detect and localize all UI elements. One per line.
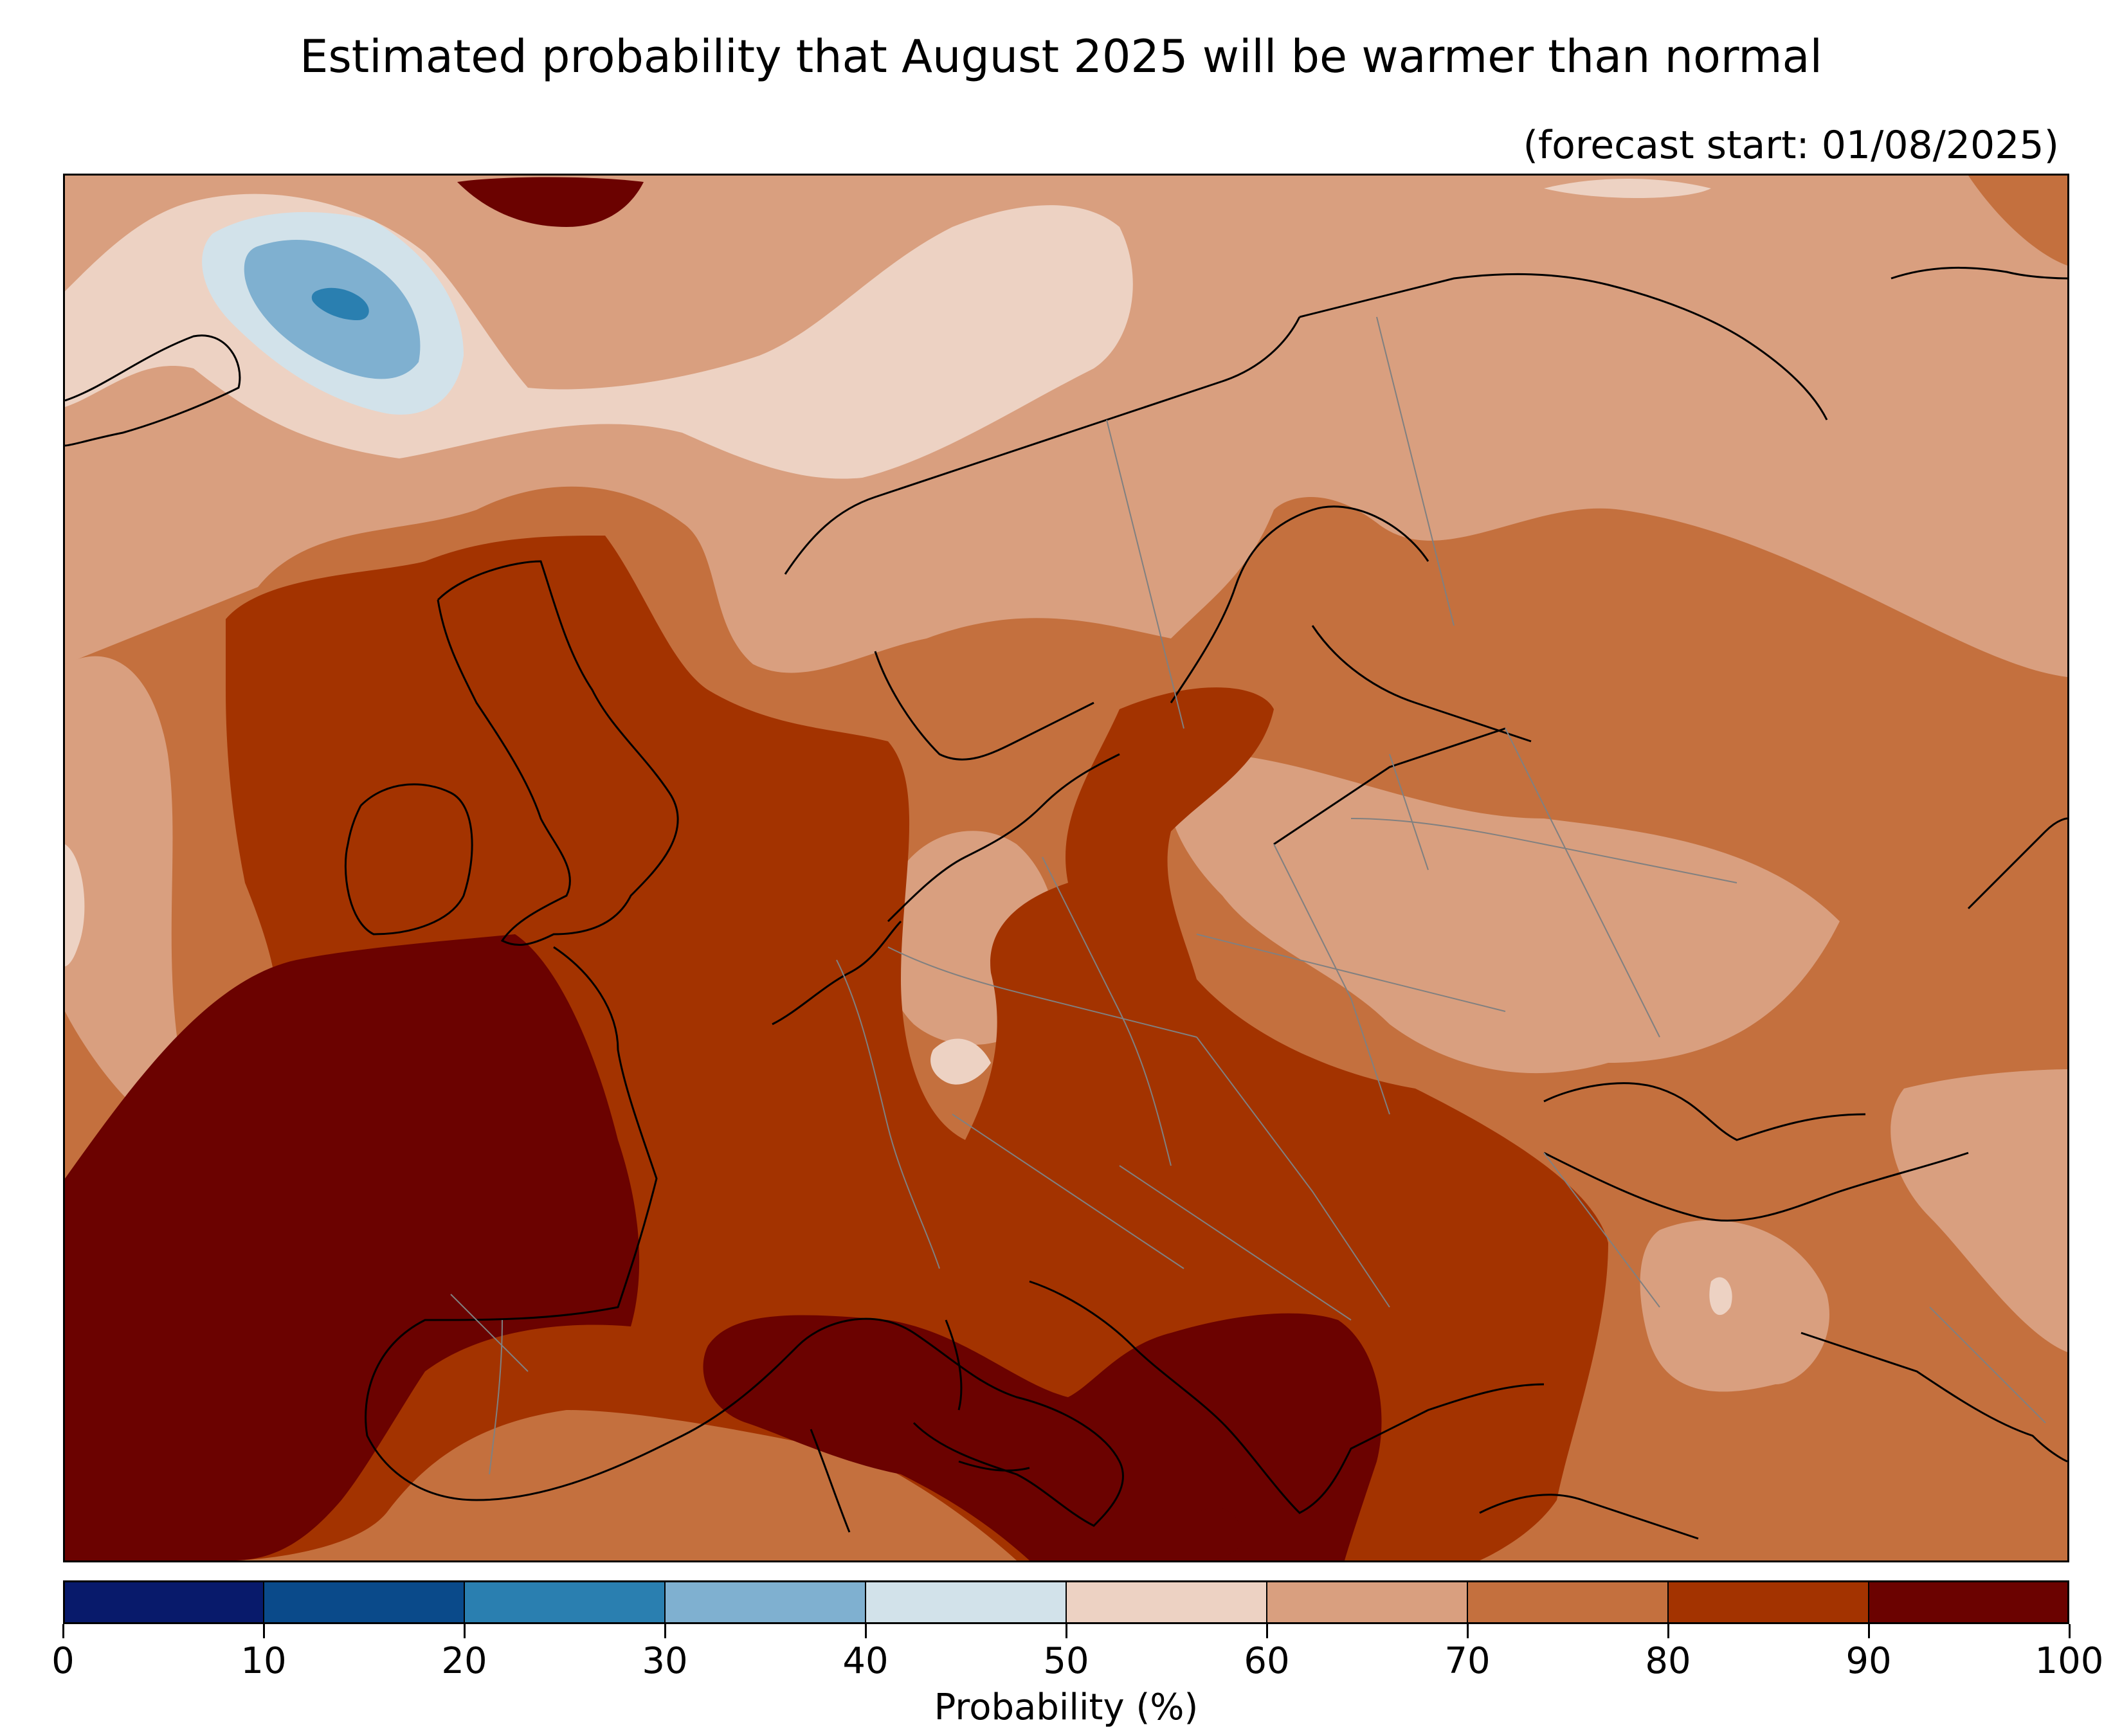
band-60-70 bbox=[65, 656, 183, 1114]
band-90-100 bbox=[65, 934, 640, 1560]
colorbar-tick-label: 40 bbox=[842, 1640, 889, 1682]
colorbar-tick-label: 100 bbox=[2035, 1640, 2104, 1682]
colorbar-tick bbox=[463, 1624, 466, 1638]
band-60-70 bbox=[65, 176, 2067, 677]
colorbar-bin-80-90 bbox=[1668, 1580, 1869, 1624]
colorbar-tick-label: 20 bbox=[441, 1640, 487, 1682]
colorbar-tick-label: 60 bbox=[1244, 1640, 1290, 1682]
colorbar-tick bbox=[1265, 1624, 1268, 1638]
band-50-60 bbox=[1709, 1277, 1732, 1316]
band-60-70 bbox=[1640, 1220, 1829, 1392]
colorbar-bin-70-80 bbox=[1467, 1580, 1669, 1624]
band-90-100 bbox=[1197, 1508, 1242, 1560]
band-90-100 bbox=[703, 1313, 1382, 1560]
colorbar-tick bbox=[2068, 1624, 2071, 1638]
colorbar-bin-20-30 bbox=[464, 1580, 666, 1624]
colorbar-tick-label: 30 bbox=[642, 1640, 688, 1682]
colorbar-tick-label: 70 bbox=[1444, 1640, 1491, 1682]
colorbar-bin-0-10 bbox=[63, 1580, 264, 1624]
colorbar-label: Probability (%) bbox=[934, 1686, 1199, 1728]
colorbar-bin-40-50 bbox=[866, 1580, 1067, 1624]
band-60-70 bbox=[1891, 1069, 2067, 1352]
colorbar-tick bbox=[1065, 1624, 1067, 1638]
colorbar-tick bbox=[62, 1624, 64, 1638]
band-50-60 bbox=[65, 844, 85, 966]
band-50-60 bbox=[930, 1038, 991, 1085]
colorbar bbox=[63, 1580, 2069, 1624]
forecast-start-subtitle: (forecast start: 01/08/2025) bbox=[1523, 123, 2059, 168]
colorbar-tick bbox=[1667, 1624, 1669, 1638]
colorbar-bin-10-20 bbox=[264, 1580, 465, 1624]
colorbar-tick-label: 50 bbox=[1043, 1640, 1089, 1682]
colorbar-bin-30-40 bbox=[665, 1580, 866, 1624]
colorbar-bin-90-100 bbox=[1869, 1580, 2069, 1624]
colorbar-tick bbox=[664, 1624, 666, 1638]
colorbar-tick-label: 80 bbox=[1645, 1640, 1691, 1682]
colorbar-tick-label: 0 bbox=[51, 1640, 75, 1682]
colorbar-tick bbox=[1867, 1624, 1870, 1638]
colorbar-border bbox=[63, 1580, 2069, 1624]
map-title: Estimated probability that August 2025 w… bbox=[300, 30, 1822, 83]
band-90-100 bbox=[457, 177, 644, 227]
probability-map bbox=[63, 174, 2069, 1562]
band-50-60 bbox=[1544, 179, 1711, 198]
band-60-70 bbox=[1166, 752, 1840, 1074]
map-canvas bbox=[65, 176, 2067, 1560]
coastlines bbox=[65, 266, 2067, 1540]
colorbar-tick bbox=[262, 1624, 265, 1638]
band-20-30 bbox=[311, 287, 369, 320]
country-borders bbox=[450, 316, 2046, 1475]
colorbar-tick bbox=[864, 1624, 867, 1638]
colorbar-bin-50-60 bbox=[1066, 1580, 1267, 1624]
colorbar-tick bbox=[1466, 1624, 1469, 1638]
colorbar-tick-label: 10 bbox=[240, 1640, 287, 1682]
band-70-80 bbox=[1968, 176, 2067, 266]
colorbar-tick-label: 90 bbox=[1845, 1640, 1892, 1682]
colorbar-bin-60-70 bbox=[1267, 1580, 1468, 1624]
colorbar-bins bbox=[63, 1580, 2069, 1624]
